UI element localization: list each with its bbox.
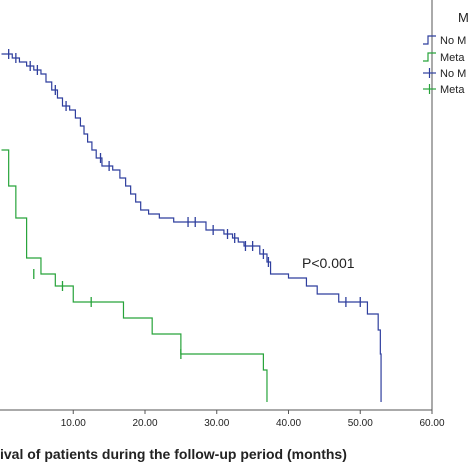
p-value-annotation: P<0.001	[302, 255, 355, 271]
legend-title: M	[458, 10, 469, 25]
x-tick-label: 10.00	[61, 418, 86, 429]
legend-label: Meta	[440, 52, 465, 64]
legend: M No M Meta No M Meta	[423, 10, 469, 96]
series-layer	[1, 49, 382, 402]
x-axis-ticks: 10.00 20.00 30.00 40.00 50.00 60.00	[61, 410, 445, 429]
x-axis-label: ival of patients during the follow-up pe…	[0, 446, 347, 462]
survival-curve-2	[1, 149, 268, 402]
x-tick-label: 60.00	[419, 418, 444, 429]
plot-frame	[0, 0, 433, 411]
survival-curve-1	[1, 53, 382, 402]
legend-label: No M	[440, 68, 466, 80]
x-tick-label: 40.00	[276, 418, 301, 429]
legend-step-symbol	[423, 52, 436, 62]
x-tick-label: 20.00	[132, 418, 157, 429]
legend-label: Meta	[440, 84, 465, 96]
legend-step-symbol	[423, 35, 436, 45]
x-tick-label: 50.00	[348, 418, 373, 429]
x-tick-label: 30.00	[204, 418, 229, 429]
legend-label: No M	[440, 35, 466, 47]
